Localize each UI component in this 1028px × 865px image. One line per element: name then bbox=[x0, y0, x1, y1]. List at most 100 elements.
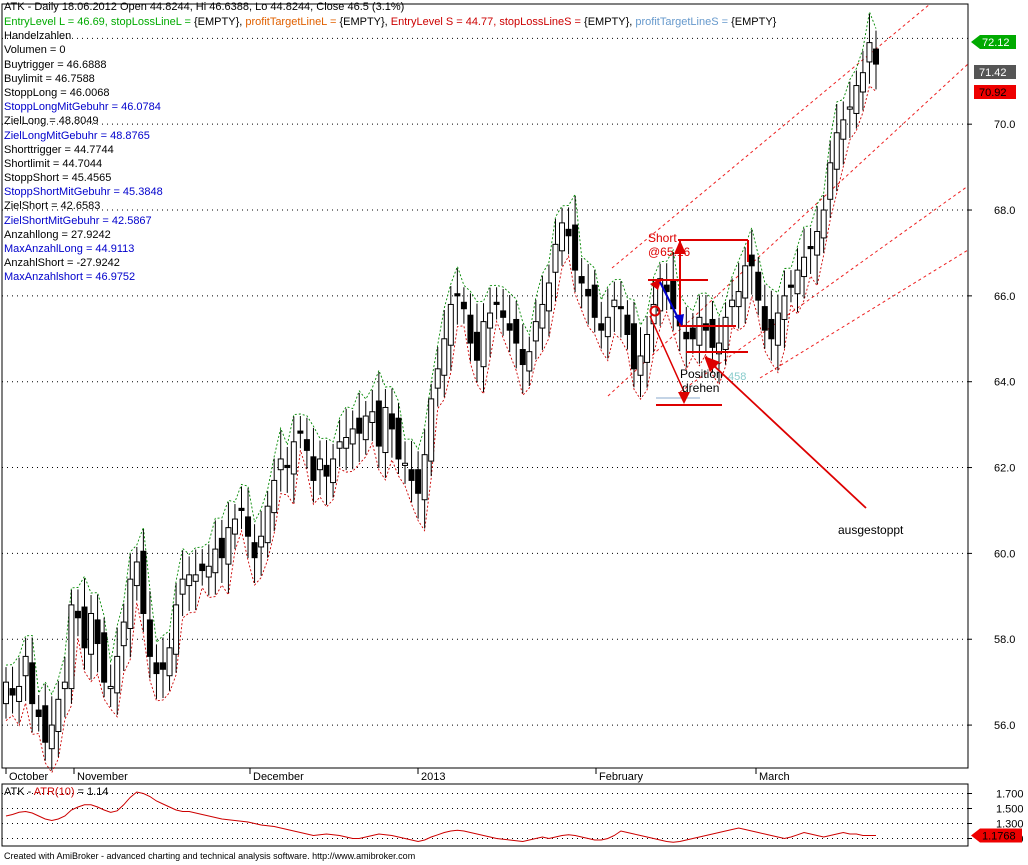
candle-body bbox=[408, 469, 415, 481]
candle-body bbox=[421, 454, 428, 501]
position-label: Position bbox=[680, 367, 723, 381]
candle-body bbox=[801, 256, 808, 278]
candle-body bbox=[173, 604, 180, 655]
candle-body bbox=[774, 312, 781, 346]
candle-body bbox=[807, 246, 814, 250]
ausgestoppt-arrow bbox=[711, 363, 867, 509]
up-arrowhead bbox=[674, 240, 686, 254]
price-badge: 72.12 bbox=[971, 35, 1016, 49]
y-tick-label: 60.0 bbox=[994, 548, 1015, 560]
info-line: StoppLongMitGebuhr = 46.0784 bbox=[4, 101, 161, 114]
x-month-label: December bbox=[253, 771, 304, 783]
candle-body bbox=[637, 355, 644, 376]
header-segment: {EMPTY}, bbox=[339, 16, 391, 28]
info-line: MaxAnzahlshort = 46.9752 bbox=[4, 271, 136, 284]
lower-zigzag-line bbox=[5, 84, 877, 774]
candle-body bbox=[284, 464, 291, 469]
info-line: StoppLong = 46.0068 bbox=[4, 86, 110, 99]
x-month-label: November bbox=[77, 771, 128, 783]
blue-arrowhead bbox=[674, 314, 684, 326]
candle-body bbox=[55, 698, 62, 733]
candle-body bbox=[114, 655, 121, 694]
candle-body bbox=[35, 709, 42, 717]
candle-body bbox=[473, 331, 480, 361]
candle-body bbox=[859, 72, 866, 93]
info-line: Handelzahlen bbox=[4, 30, 72, 43]
candle-body bbox=[258, 535, 265, 548]
candle-body bbox=[231, 518, 238, 535]
badge-bg bbox=[974, 85, 1016, 99]
candle-body bbox=[343, 437, 350, 449]
header-segment: profitTargetLineS = bbox=[635, 16, 732, 28]
candle-body bbox=[559, 222, 566, 252]
badge-value: 70.92 bbox=[979, 87, 1007, 99]
candle-body bbox=[873, 48, 879, 65]
candle-body bbox=[768, 318, 775, 340]
badge-value: 72.12 bbox=[982, 37, 1010, 49]
candle-body bbox=[238, 507, 245, 511]
candle-body bbox=[146, 619, 153, 657]
candle-body bbox=[48, 724, 55, 750]
candle-body bbox=[846, 106, 853, 110]
y-tick-label: 66.0 bbox=[994, 291, 1015, 303]
price-badge: 70.92 bbox=[974, 85, 1016, 99]
y-tick-label: 64.0 bbox=[994, 377, 1015, 389]
candle-body bbox=[827, 162, 834, 200]
red-arrow bbox=[649, 315, 687, 397]
candle-body bbox=[722, 316, 729, 351]
candle-body bbox=[382, 406, 389, 454]
candle-body bbox=[61, 681, 68, 690]
info-block: EntryLevel L = 46.69, stopLossLineL = {E… bbox=[4, 15, 776, 285]
candle-body bbox=[16, 685, 23, 702]
candle-body bbox=[787, 284, 794, 288]
badge-value: 71.42 bbox=[979, 67, 1007, 79]
candle-body bbox=[9, 688, 16, 696]
candle-body bbox=[735, 291, 742, 308]
price-axis: 56.0 58.0 60.0 62.0 64.0 66.0 68.0 70.0 bbox=[968, 119, 1015, 732]
candle-body bbox=[853, 85, 860, 114]
info-line: Buytrigger = 46.6888 bbox=[4, 58, 107, 71]
candle-body bbox=[434, 368, 441, 389]
candle-body bbox=[781, 295, 788, 320]
candle-body bbox=[356, 417, 363, 434]
upper-zigzag-line bbox=[5, 10, 877, 696]
candle-body bbox=[388, 413, 395, 430]
candle-body bbox=[532, 321, 539, 342]
candle-body bbox=[94, 619, 101, 645]
y-tick-label: 62.0 bbox=[994, 463, 1015, 475]
candle-body bbox=[565, 228, 572, 237]
atr-title: ATK - ATR(10) = 1.14 bbox=[4, 786, 108, 798]
arrowhead bbox=[650, 278, 662, 290]
candle-body bbox=[251, 542, 258, 559]
info-line: ZielLongMitGebuhr = 48.8765 bbox=[4, 129, 150, 142]
candle-body bbox=[460, 301, 467, 310]
candle-body bbox=[22, 655, 29, 677]
header-segment: EntryLevel L = 46.69, bbox=[4, 16, 111, 28]
candle-body bbox=[271, 479, 278, 514]
atr-tick-label: 1.300 bbox=[996, 819, 1024, 831]
candle-body bbox=[264, 505, 271, 544]
candle-body bbox=[310, 456, 317, 481]
candle-body bbox=[74, 610, 81, 619]
candle-body bbox=[709, 318, 716, 348]
candle-body bbox=[205, 565, 212, 578]
header-segment: {EMPTY}, bbox=[584, 16, 636, 28]
candle-body bbox=[245, 516, 252, 537]
candle-body bbox=[585, 288, 592, 297]
candle-body bbox=[166, 647, 173, 677]
candle-body bbox=[689, 327, 696, 340]
candle-body bbox=[212, 548, 219, 574]
faded-value: 458 bbox=[728, 371, 746, 383]
candle-body bbox=[578, 276, 585, 284]
header-segment: stopLossLineS = bbox=[499, 16, 585, 28]
candle-body bbox=[179, 578, 186, 595]
candle-body bbox=[866, 42, 873, 63]
candle-body bbox=[716, 342, 723, 355]
badge-bg bbox=[971, 35, 1016, 49]
x-month-label: February bbox=[599, 771, 644, 783]
candle-body bbox=[349, 428, 356, 445]
candle-body bbox=[88, 612, 95, 655]
candle-body bbox=[617, 306, 624, 310]
